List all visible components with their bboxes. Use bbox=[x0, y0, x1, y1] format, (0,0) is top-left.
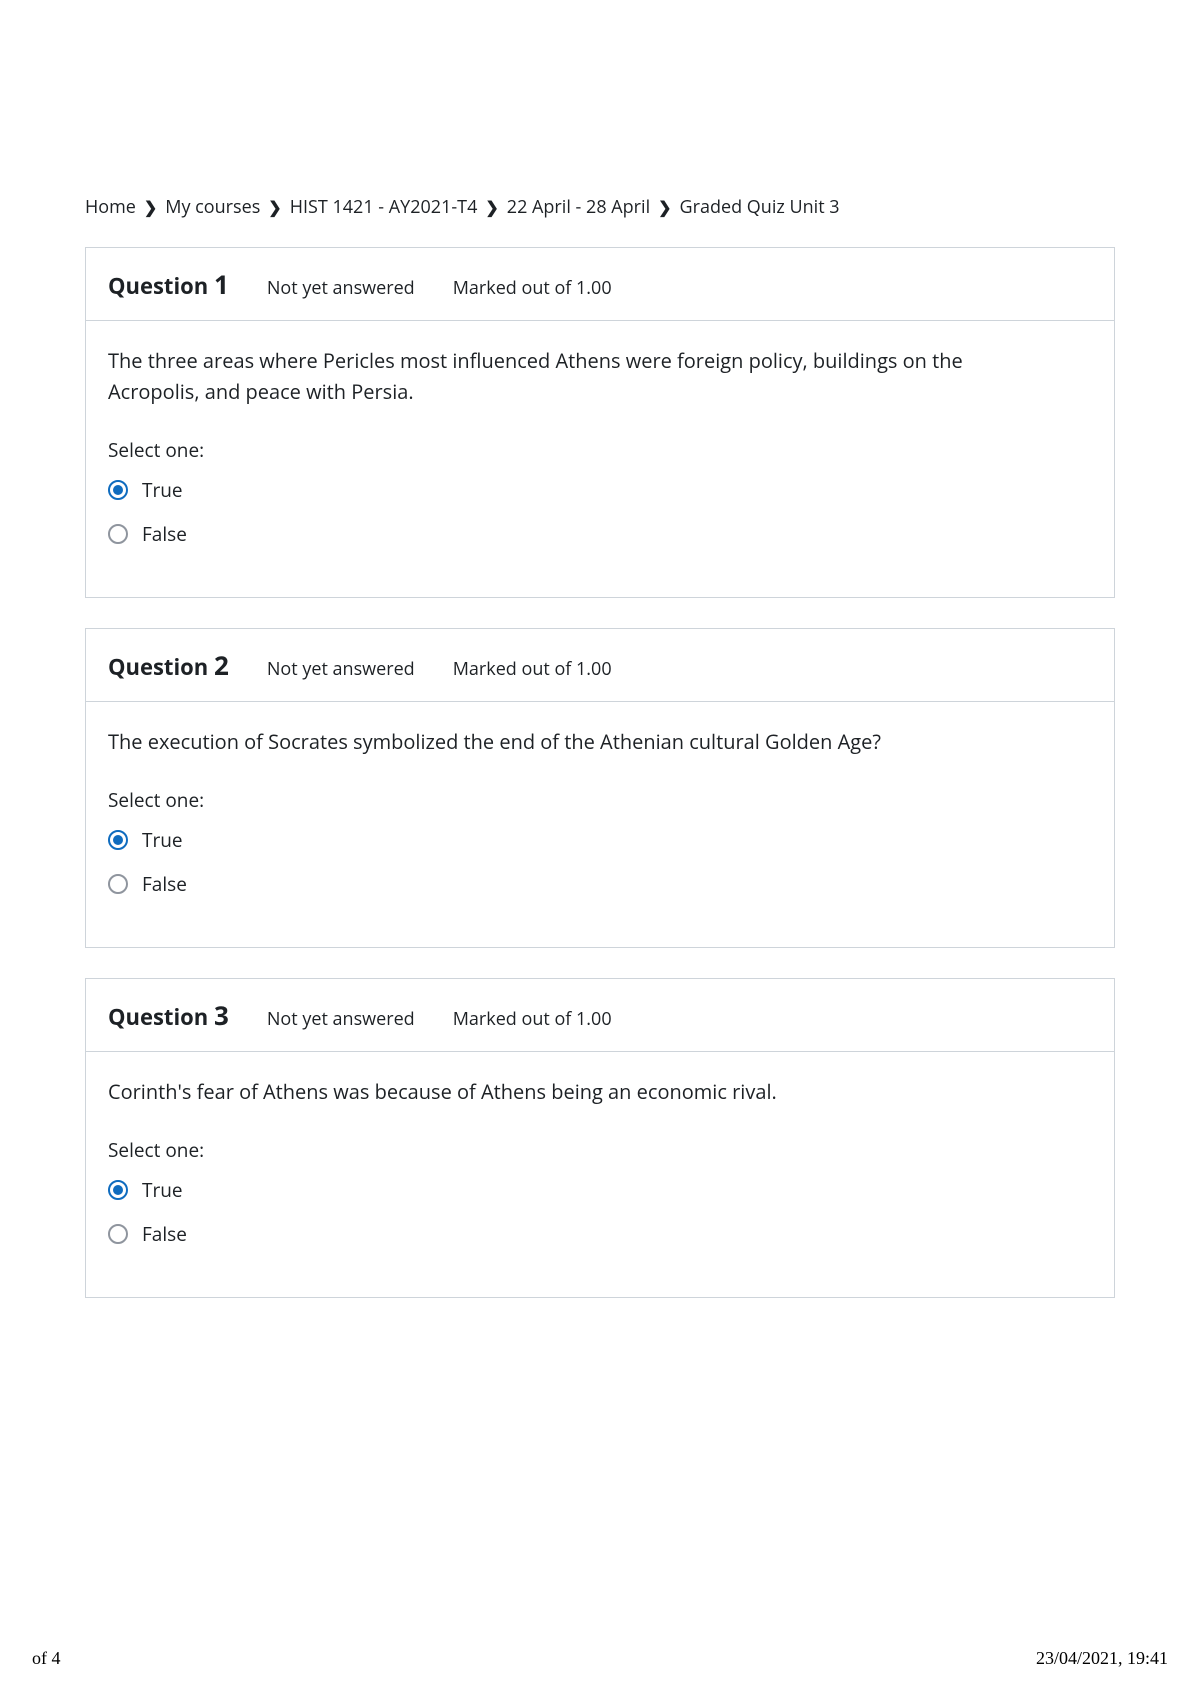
radio-unselected-icon[interactable] bbox=[108, 524, 128, 544]
option-label: False bbox=[142, 1221, 187, 1247]
question-title: Question 2 bbox=[108, 647, 229, 683]
question-label-prefix: Question bbox=[108, 271, 208, 301]
question-block: Question 1 Not yet answered Marked out o… bbox=[85, 247, 1115, 598]
question-text: The execution of Socrates symbolized the… bbox=[108, 726, 988, 757]
option-label: True bbox=[142, 827, 183, 853]
chevron-right-icon: ❯ bbox=[485, 196, 498, 218]
question-block: Question 3 Not yet answered Marked out o… bbox=[85, 978, 1115, 1298]
question-header: Question 1 Not yet answered Marked out o… bbox=[86, 248, 1114, 321]
chevron-right-icon: ❯ bbox=[658, 196, 671, 218]
option-label: True bbox=[142, 477, 183, 503]
question-marks: Marked out of 1.00 bbox=[453, 657, 612, 681]
breadcrumb-home[interactable]: Home bbox=[85, 195, 136, 219]
radio-unselected-icon[interactable] bbox=[108, 1224, 128, 1244]
question-header: Question 2 Not yet answered Marked out o… bbox=[86, 629, 1114, 702]
option-label: False bbox=[142, 871, 187, 897]
radio-selected-icon[interactable] bbox=[108, 830, 128, 850]
breadcrumb-week[interactable]: 22 April - 28 April bbox=[507, 195, 650, 219]
option-label: False bbox=[142, 521, 187, 547]
question-number: 1 bbox=[214, 266, 229, 302]
option-false[interactable]: False bbox=[108, 1221, 1092, 1247]
select-one-label: Select one: bbox=[108, 1137, 1092, 1163]
option-false[interactable]: False bbox=[108, 871, 1092, 897]
question-status: Not yet answered bbox=[267, 276, 415, 300]
footer-timestamp: 23/04/2021, 19:41 bbox=[1036, 1648, 1168, 1669]
page-indicator: of 4 bbox=[32, 1648, 61, 1669]
question-body: The execution of Socrates symbolized the… bbox=[86, 702, 1114, 947]
breadcrumb-course[interactable]: HIST 1421 - AY2021-T4 bbox=[290, 195, 478, 219]
question-title: Question 1 bbox=[108, 266, 229, 302]
breadcrumb-my-courses[interactable]: My courses bbox=[165, 195, 260, 219]
page-content: Home ❯ My courses ❯ HIST 1421 - AY2021-T… bbox=[0, 0, 1200, 1298]
question-status: Not yet answered bbox=[267, 1007, 415, 1031]
question-title: Question 3 bbox=[108, 997, 229, 1033]
option-true[interactable]: True bbox=[108, 477, 1092, 503]
question-status: Not yet answered bbox=[267, 657, 415, 681]
radio-selected-icon[interactable] bbox=[108, 480, 128, 500]
question-block: Question 2 Not yet answered Marked out o… bbox=[85, 628, 1115, 948]
question-number: 3 bbox=[214, 997, 229, 1033]
breadcrumb-quiz[interactable]: Graded Quiz Unit 3 bbox=[680, 195, 840, 219]
page-footer: of 4 23/04/2021, 19:41 bbox=[0, 1648, 1200, 1669]
select-one-label: Select one: bbox=[108, 787, 1092, 813]
chevron-right-icon: ❯ bbox=[144, 196, 157, 218]
question-header: Question 3 Not yet answered Marked out o… bbox=[86, 979, 1114, 1052]
question-marks: Marked out of 1.00 bbox=[453, 1007, 612, 1031]
option-label: True bbox=[142, 1177, 183, 1203]
select-one-label: Select one: bbox=[108, 437, 1092, 463]
question-number: 2 bbox=[214, 647, 229, 683]
option-false[interactable]: False bbox=[108, 521, 1092, 547]
question-text: The three areas where Pericles most infl… bbox=[108, 345, 988, 407]
radio-selected-icon[interactable] bbox=[108, 1180, 128, 1200]
question-body: The three areas where Pericles most infl… bbox=[86, 321, 1114, 597]
radio-unselected-icon[interactable] bbox=[108, 874, 128, 894]
question-label-prefix: Question bbox=[108, 652, 208, 682]
question-marks: Marked out of 1.00 bbox=[453, 276, 612, 300]
breadcrumb: Home ❯ My courses ❯ HIST 1421 - AY2021-T… bbox=[85, 195, 1115, 219]
question-label-prefix: Question bbox=[108, 1002, 208, 1032]
option-true[interactable]: True bbox=[108, 827, 1092, 853]
question-text: Corinth's fear of Athens was because of … bbox=[108, 1076, 988, 1107]
option-true[interactable]: True bbox=[108, 1177, 1092, 1203]
chevron-right-icon: ❯ bbox=[268, 196, 281, 218]
question-body: Corinth's fear of Athens was because of … bbox=[86, 1052, 1114, 1297]
